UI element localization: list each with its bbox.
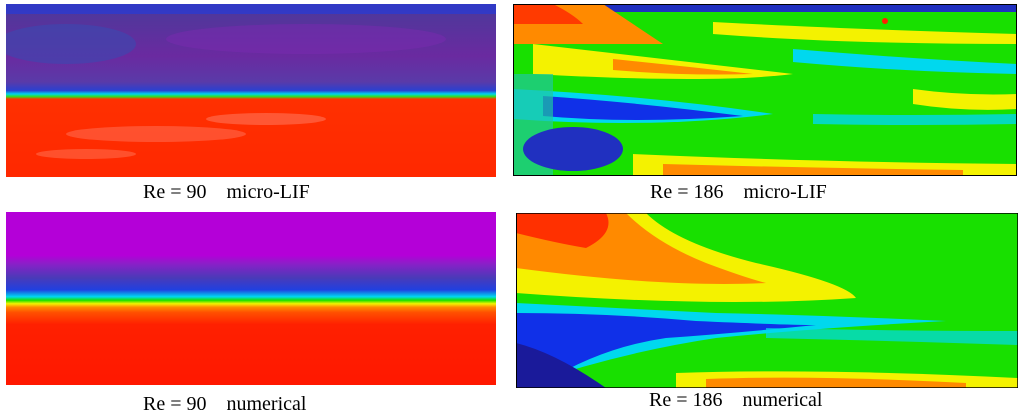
contour-plot-re186-numerical [516,213,1018,388]
contour-plot-re186-micro-lif [513,4,1017,176]
caption-re186-micro-lif: Re = 186 micro-LIF [650,181,827,203]
caption-re90-micro-lif: Re = 90 micro-LIF [143,181,310,203]
caption-re90-numerical: Re = 90 numerical [143,393,307,415]
contour-plot-re90-micro-lif [6,4,496,177]
contour-plot-re90-numerical [6,212,496,385]
caption-re186-numerical: Re = 186 numerical [649,389,823,411]
